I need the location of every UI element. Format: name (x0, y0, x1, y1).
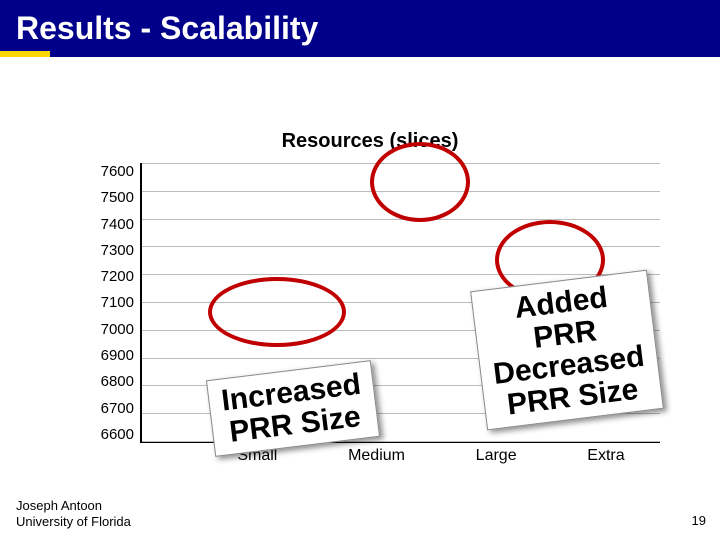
author-name: Joseph Antoon (16, 498, 131, 514)
slide: Results - Scalability Resources (slices)… (0, 0, 720, 540)
y-tick: 6700 (80, 400, 134, 417)
y-tick: 7400 (80, 216, 134, 233)
x-tick: Extra (587, 447, 624, 465)
highlight-ellipse (208, 277, 346, 347)
y-tick: 7500 (80, 189, 134, 206)
y-tick: 7300 (80, 242, 134, 259)
y-tick: 6600 (80, 426, 134, 443)
y-tick: 6900 (80, 347, 134, 364)
page-title: Results - Scalability (16, 10, 704, 47)
title-bar: Results - Scalability (0, 0, 720, 57)
highlight-ellipse (370, 142, 470, 222)
footer: Joseph Antoon University of Florida (16, 498, 131, 531)
y-tick: 7600 (80, 163, 134, 180)
chart-title: Resources (slices) (80, 130, 660, 153)
x-tick: Medium (348, 447, 405, 465)
y-tick: 7100 (80, 294, 134, 311)
accent-bar (0, 51, 50, 57)
annotation-box: AddedPRRDecreasedPRR Size (470, 270, 664, 431)
x-tick: Large (476, 447, 517, 465)
y-axis: 7600 7500 7400 7300 7200 7100 7000 6900 6800 6700… (80, 163, 140, 443)
y-tick: 7200 (80, 268, 134, 285)
author-affiliation: University of Florida (16, 514, 131, 530)
y-tick: 6800 (80, 373, 134, 390)
page-number: 19 (692, 513, 706, 528)
y-tick: 7000 (80, 321, 134, 338)
